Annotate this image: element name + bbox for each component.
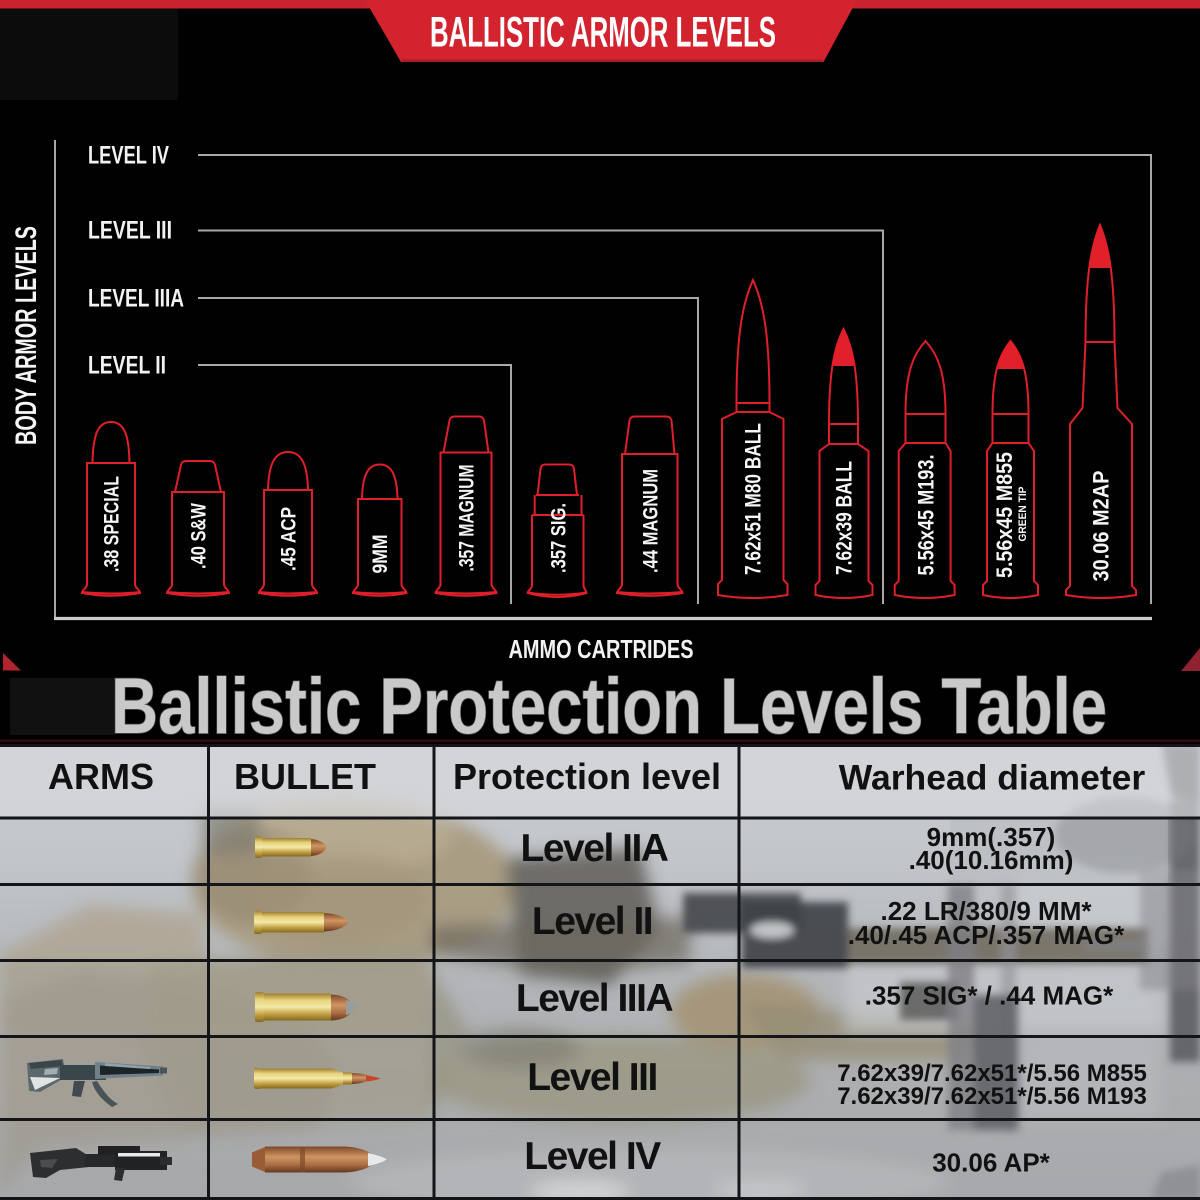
svg-text:Ballistic Protection Levels Ta: Ballistic Protection Levels Table <box>111 661 1107 744</box>
svg-text:.45 ACP: .45 ACP <box>278 507 301 571</box>
svg-text:7.62x51 M80 BALL: 7.62x51 M80 BALL <box>741 423 766 575</box>
svg-text:LEVEL IIIA: LEVEL IIIA <box>88 285 184 313</box>
svg-text:.40 S&W: .40 S&W <box>188 503 211 569</box>
svg-text:.44 MAGNUM: .44 MAGNUM <box>640 469 663 573</box>
svg-text:LEVEL III: LEVEL III <box>88 217 172 245</box>
svg-text:AMMO CARTRIDES: AMMO CARTRIDES <box>509 634 694 664</box>
svg-text:.357 SIG.: .357 SIG. <box>548 503 571 573</box>
svg-text:LEVEL IV: LEVEL IV <box>88 142 169 170</box>
svg-text:.38 SPECIAL: .38 SPECIAL <box>101 476 124 572</box>
svg-text:BALLISTIC ARMOR LEVELS: BALLISTIC ARMOR LEVELS <box>430 9 776 57</box>
svg-text:LEVEL II: LEVEL II <box>88 352 166 380</box>
svg-text:7.62x39 BALL: 7.62x39 BALL <box>832 461 857 575</box>
svg-text:30.06 M2AP: 30.06 M2AP <box>1089 471 1114 582</box>
svg-text:9MM: 9MM <box>369 535 392 574</box>
svg-text:5.56x45 M193.: 5.56x45 M193. <box>914 455 939 576</box>
svg-text:BODY ARMOR LEVELS: BODY ARMOR LEVELS <box>10 226 43 445</box>
svg-text:5.56x45 M855: 5.56x45 M855 <box>992 452 1017 578</box>
svg-text:.357 MAGNUM: .357 MAGNUM <box>456 465 479 572</box>
svg-text:GREEN TIP: GREEN TIP <box>1017 487 1029 542</box>
